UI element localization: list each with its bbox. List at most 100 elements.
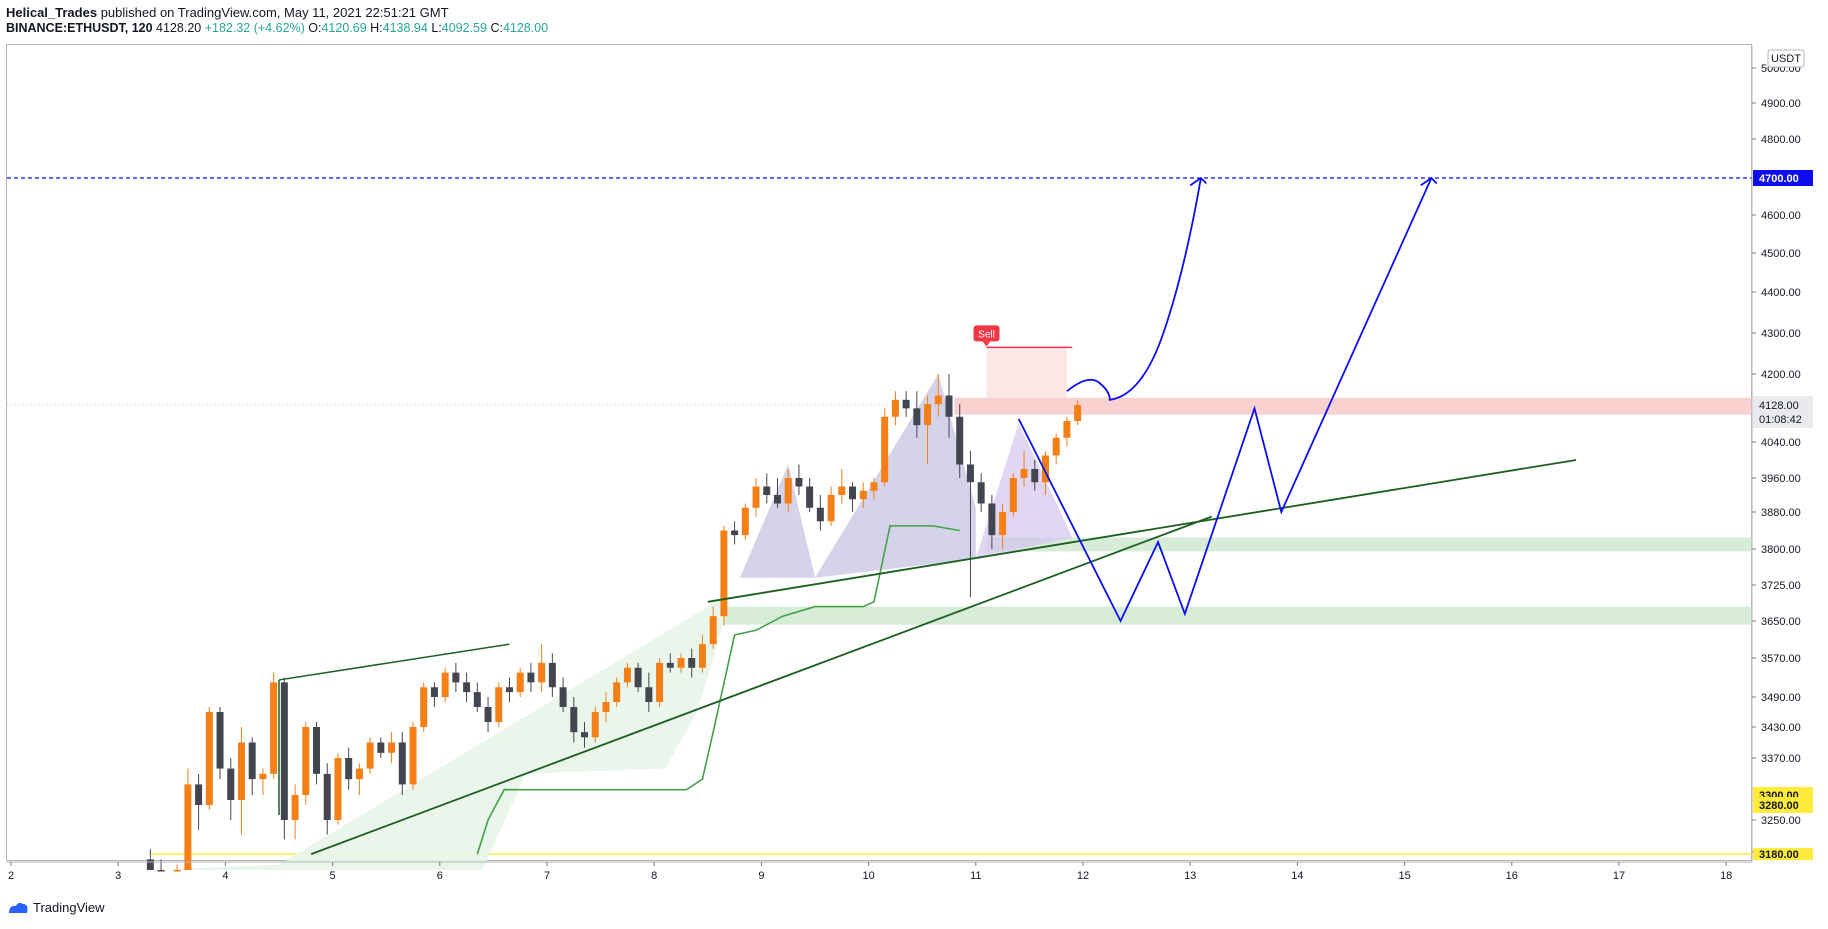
- price-change: +182.32 (+4.62%): [204, 21, 305, 35]
- footer-brand: TradingView: [33, 900, 105, 915]
- level-3280-label-bg: [1753, 797, 1813, 813]
- candle-body: [784, 478, 792, 504]
- candle-body: [870, 482, 878, 491]
- x-tick-label: 6: [437, 870, 443, 882]
- y-tick-label: 3650.00: [1761, 616, 1801, 628]
- low-label: L:: [431, 21, 442, 35]
- y-tick-label: 3960.00: [1761, 473, 1801, 485]
- countdown-label: 01:08:42: [1759, 414, 1802, 426]
- candle-body: [270, 682, 278, 774]
- axes-layer: 2 3 4 5 6 7 8 9 10 11 12 13 14 15 16 17 185000.004900.00…: [7, 45, 1801, 882]
- projection-curve-path: [1066, 177, 1202, 401]
- y-tick-label: 3570.00: [1761, 653, 1801, 665]
- tradingview-logo-icon: [9, 902, 28, 913]
- candle-body: [741, 507, 749, 536]
- y-tick-label: 3725.00: [1761, 580, 1801, 592]
- resistance-zone: [954, 397, 1752, 415]
- pattern-left-shoulder: [739, 464, 815, 578]
- candle-body: [146, 859, 154, 870]
- candle-body: [763, 486, 771, 495]
- y-tick-label: 4200.00: [1761, 369, 1801, 381]
- x-tick-label: 17: [1613, 870, 1625, 882]
- y-tick-label: 4600.00: [1761, 210, 1801, 222]
- y-tick-label: 3800.00: [1761, 544, 1801, 556]
- projection-arrowhead-left: [1189, 176, 1207, 187]
- candle-body: [291, 795, 299, 820]
- candle-body: [623, 667, 631, 683]
- candle-body: [838, 486, 846, 495]
- x-tick-label: 10: [862, 870, 874, 882]
- candle-body: [795, 478, 803, 487]
- low-value: 4092.59: [441, 21, 487, 35]
- tradingview-footer[interactable]: TradingView: [7, 900, 105, 915]
- author-name[interactable]: Helical_Trades: [6, 5, 98, 20]
- candle-body: [559, 687, 567, 707]
- y-tick-label: 4900.00: [1761, 98, 1801, 110]
- support-zone-lower: [723, 606, 1752, 625]
- candle-body: [366, 742, 374, 769]
- candle-body: [1052, 437, 1060, 456]
- y-tick-label: 4400.00: [1761, 287, 1801, 299]
- candle-body: [956, 416, 964, 465]
- candle-body: [495, 687, 503, 722]
- sell-zone: [986, 347, 1067, 398]
- candle-body: [859, 490, 867, 500]
- x-tick-label: 3: [115, 870, 121, 882]
- header-line-2: BINANCE:ETHUSDT, 120 4128.20 +182.32 (+4…: [6, 21, 548, 35]
- sell-label: Sell: [978, 329, 995, 340]
- projection-arrowhead-right: [1420, 176, 1438, 187]
- candle-body: [441, 672, 449, 697]
- candle-body: [157, 870, 165, 872]
- y-tick-label: 3490.00: [1761, 692, 1801, 704]
- rising-trendline-lower: [310, 515, 1212, 855]
- y-tick-label: 4040.00: [1761, 437, 1801, 449]
- candle-body: [773, 495, 781, 504]
- candle-body: [752, 486, 760, 508]
- close-value: 4128.00: [502, 21, 549, 35]
- candle-body: [645, 687, 653, 702]
- high-value: 4138.94: [382, 21, 428, 35]
- x-tick-label: 16: [1506, 870, 1518, 882]
- level-3180-label: 3180.00: [1759, 849, 1799, 861]
- candle-body: [409, 727, 417, 785]
- sell-badge-pointer: [982, 341, 991, 347]
- y-tick-label: 4300.00: [1761, 328, 1801, 340]
- candle-body: [924, 404, 932, 426]
- candle-body: [1020, 469, 1028, 478]
- candle-body: [1063, 420, 1071, 438]
- candle-body: [184, 784, 192, 870]
- target-price-label: 4700.00: [1759, 173, 1799, 185]
- y-tick-label: 3250.00: [1761, 815, 1801, 827]
- level-3280-label: 3280.00: [1759, 800, 1799, 812]
- target-price-label-bg: [1753, 170, 1813, 186]
- y-tick-label: 3370.00: [1761, 753, 1801, 765]
- x-tick-label: 9: [758, 870, 764, 882]
- sell-badge: [973, 325, 1000, 342]
- candle-body: [913, 408, 921, 426]
- y-tick-label: 3880.00: [1761, 507, 1801, 519]
- projection-zigzag-path: [1017, 177, 1433, 624]
- open-label: O:: [308, 21, 322, 35]
- x-tick-label: 18: [1720, 870, 1732, 882]
- candle-body: [237, 742, 245, 800]
- high-label: H:: [370, 21, 383, 35]
- candle-body: [570, 707, 578, 733]
- candle-body: [816, 507, 824, 522]
- candle-body: [548, 662, 556, 688]
- candle-body: [538, 662, 546, 683]
- candle-body: [602, 702, 610, 712]
- candle-body: [731, 530, 739, 536]
- y-tick-label: 4500.00: [1761, 248, 1801, 260]
- candle-body: [259, 773, 267, 780]
- candle-body: [527, 672, 535, 683]
- y-tick-label: 4800.00: [1761, 134, 1801, 146]
- candle-body: [452, 672, 460, 683]
- candle-body: [966, 464, 974, 483]
- support-zone-upper: [986, 537, 1752, 552]
- close-label: C:: [490, 21, 503, 35]
- candle-body: [934, 395, 942, 405]
- currency-label: USDT: [1771, 53, 1801, 65]
- candle-body: [720, 530, 728, 617]
- candle-body: [302, 727, 310, 795]
